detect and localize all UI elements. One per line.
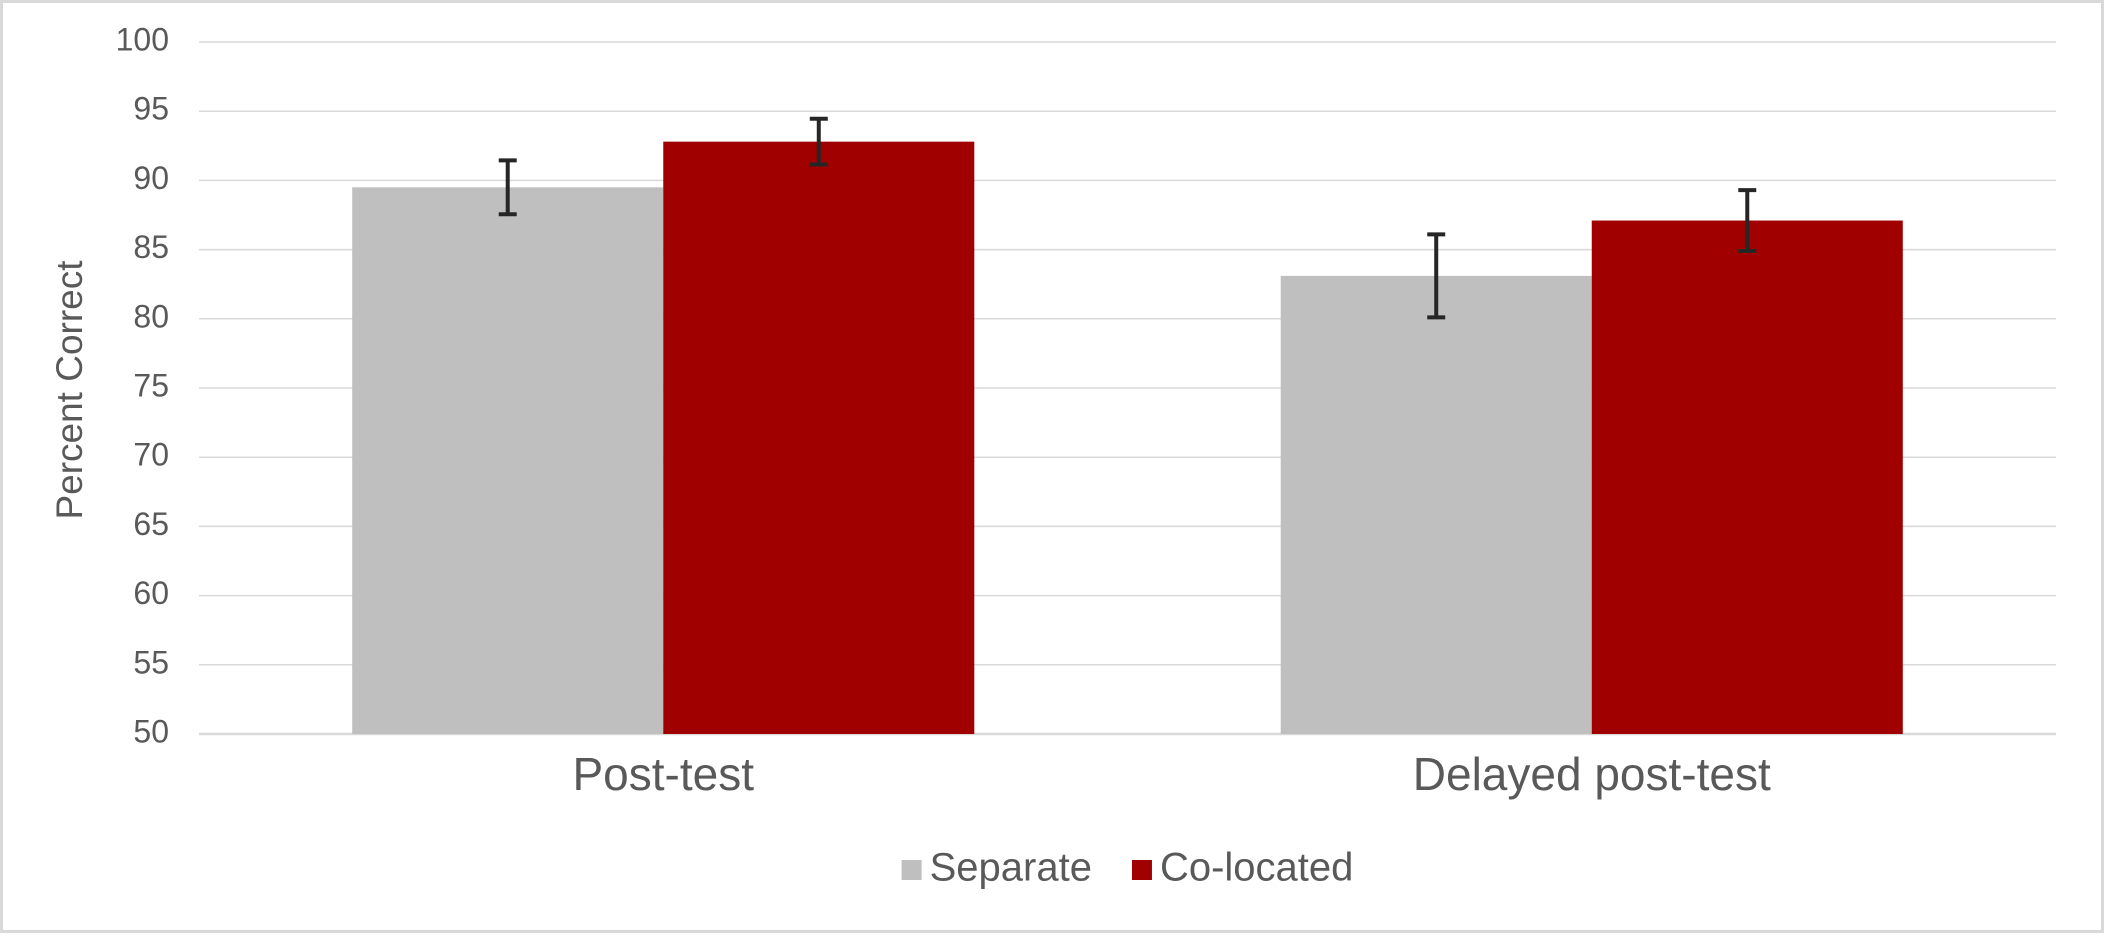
x-tick-label: Post-test xyxy=(572,748,754,800)
y-tick-label: 80 xyxy=(133,298,169,334)
y-tick-label: 90 xyxy=(133,160,169,196)
y-tick-label: 55 xyxy=(133,644,169,680)
error-bar xyxy=(1427,232,1446,320)
y-tick-label: 50 xyxy=(133,713,169,749)
error-bar xyxy=(498,158,517,217)
error-bar xyxy=(809,116,828,167)
bar xyxy=(352,187,664,734)
legend-label: Co-located xyxy=(1160,846,1353,890)
legend-swatch xyxy=(1131,860,1152,880)
y-tick-label: 100 xyxy=(116,21,169,57)
y-tick-label: 65 xyxy=(133,506,169,542)
legend-label: Separate xyxy=(930,846,1092,890)
y-tick-label: 85 xyxy=(133,229,169,265)
bar xyxy=(1591,220,1903,734)
y-tick-label: 70 xyxy=(133,437,169,473)
legend-swatch xyxy=(901,860,922,880)
bar xyxy=(663,141,975,734)
y-tick-label: 95 xyxy=(133,91,169,127)
bar xyxy=(1280,275,1592,734)
error-bar xyxy=(1738,188,1757,253)
y-tick-label: 75 xyxy=(133,367,169,403)
x-tick-label: Delayed post-test xyxy=(1413,748,1771,800)
y-tick-label: 60 xyxy=(133,575,169,611)
y-axis-title: Percent Correct xyxy=(49,260,90,520)
